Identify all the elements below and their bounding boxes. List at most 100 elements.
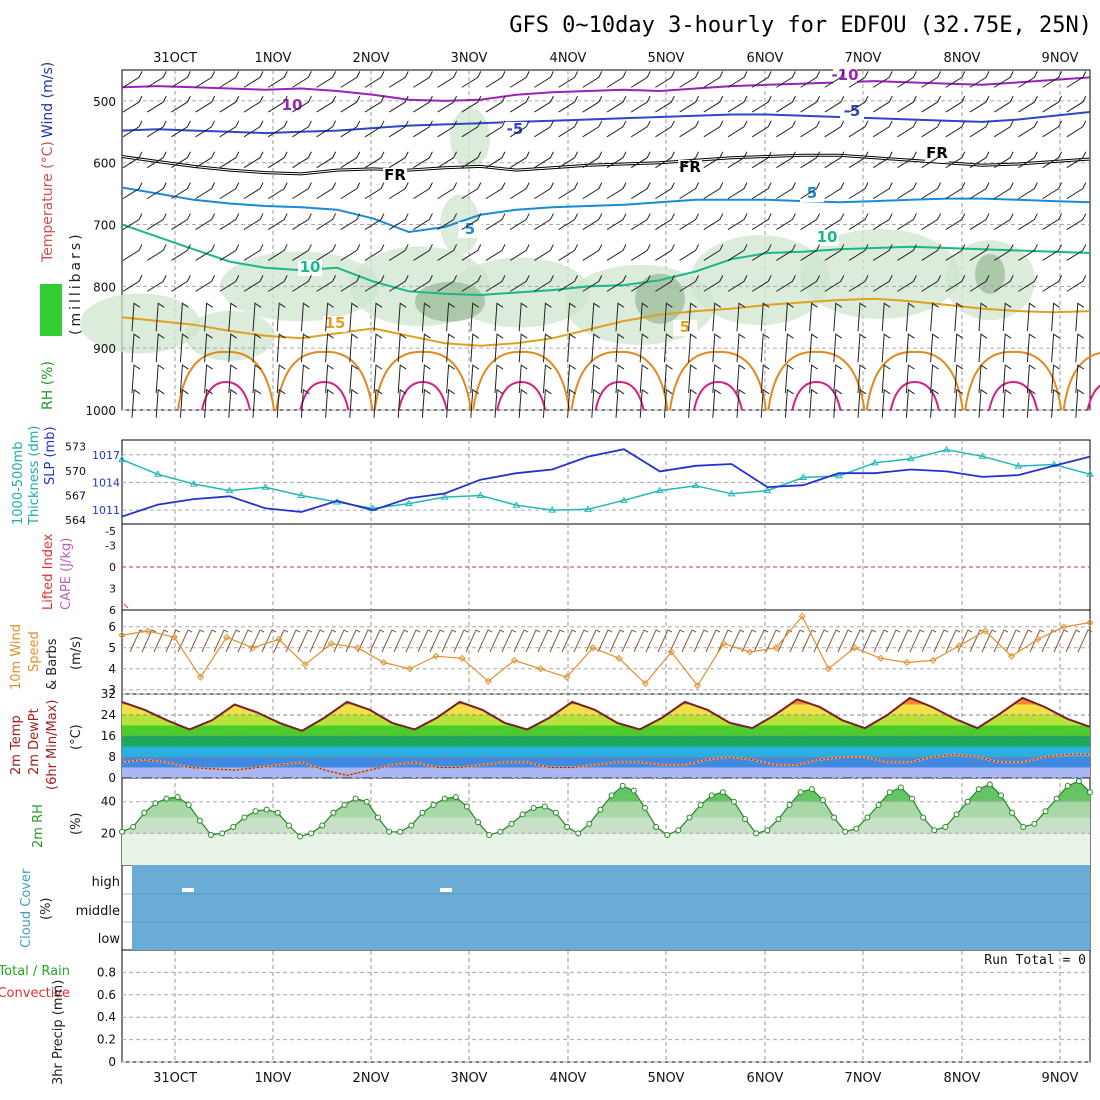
thickness-point	[942, 445, 951, 453]
wind-barb	[243, 120, 264, 138]
wind-speed-point	[458, 654, 466, 662]
ylabel-lifted-index: Lifted Index	[41, 533, 56, 610]
wind-barb	[1018, 244, 1038, 261]
wind-speed-point	[589, 644, 597, 652]
surface-wind-barb	[645, 629, 661, 653]
wind-barb	[219, 95, 240, 113]
wind-barb	[171, 275, 191, 292]
wind-barb	[809, 364, 818, 394]
thickness-point	[835, 471, 843, 479]
wind-barb	[364, 213, 385, 230]
wind-barb	[267, 71, 288, 88]
wind-barb	[921, 244, 942, 261]
wind-barb	[824, 275, 845, 292]
wind-barb	[413, 182, 433, 200]
rh-point	[786, 801, 793, 808]
wind-barb	[558, 95, 579, 113]
li-tick-label: 3	[109, 583, 116, 596]
contour-label-bg	[815, 230, 839, 246]
wind-barb	[800, 71, 821, 88]
wind-barb	[1075, 388, 1085, 418]
rh-point	[942, 824, 949, 831]
diurnal-isotherm-loop	[472, 350, 571, 411]
slp-tick-label: 1014	[92, 476, 120, 489]
surface-wind-barb	[537, 629, 553, 653]
rh-point	[564, 824, 571, 831]
wind-barb	[567, 333, 576, 363]
thickness-point	[476, 491, 485, 498]
wind-barb	[509, 182, 530, 200]
wind-barb	[219, 213, 240, 230]
wind-barb	[470, 388, 480, 418]
wind-barb	[606, 213, 627, 230]
wind-barb	[784, 302, 794, 332]
wind-speed-point	[118, 631, 126, 639]
ylabel-thickness-2: Thickness (dm)	[27, 426, 42, 526]
wind-barb	[800, 275, 821, 292]
wind-barb	[630, 275, 651, 292]
wind-barb	[292, 275, 312, 292]
wind-barb	[397, 388, 407, 418]
wind-barb	[954, 364, 964, 394]
wind-barb	[292, 213, 312, 230]
contour-label-bg	[925, 146, 949, 162]
wind-barb	[413, 244, 433, 261]
diurnal-isotherm-loop-warm	[889, 380, 940, 411]
wind-barb	[292, 120, 312, 138]
wind-barb	[292, 151, 312, 169]
wind-barb	[630, 244, 651, 261]
wind-barb	[388, 244, 409, 261]
wind-barb	[930, 388, 939, 418]
wind-barb	[388, 182, 409, 200]
surface-wind-barb	[669, 629, 685, 653]
surface-wind-barb	[441, 629, 457, 653]
rh-point	[764, 827, 771, 834]
thickness-point	[189, 480, 198, 487]
rh-point	[441, 795, 448, 802]
thickness-tick-label: 570	[65, 465, 86, 478]
wind-barb	[1002, 302, 1012, 332]
wind-barb	[1026, 333, 1036, 363]
surface-wind-barb	[237, 629, 253, 653]
rh-point	[230, 824, 237, 831]
wind-barb	[228, 388, 238, 418]
thickness-point	[1086, 470, 1094, 477]
surface-wind-barb	[489, 629, 505, 653]
rh-point	[208, 831, 215, 838]
rh-point	[575, 830, 582, 837]
wind-barb	[146, 244, 167, 261]
wind-barb	[1018, 275, 1038, 292]
wind-barb	[388, 120, 409, 138]
wind-barb	[954, 333, 964, 363]
rh-point	[185, 801, 192, 808]
wind-barb	[542, 302, 552, 332]
wind-barb	[1026, 302, 1036, 332]
wind-barb	[969, 213, 990, 230]
day-label-bottom: 2NOV	[353, 1071, 390, 1086]
diurnal-isotherm-loop	[177, 350, 275, 411]
wind-barb	[534, 71, 554, 88]
wind-barb	[978, 388, 988, 418]
wind-barb	[171, 182, 191, 200]
precip-tick-label: 0	[108, 1055, 116, 1069]
wind-barb	[824, 71, 845, 88]
surface-wind-barb	[921, 629, 937, 653]
wind-barb	[1018, 95, 1038, 113]
wind-barb	[751, 151, 772, 169]
wind-speed-point	[353, 644, 361, 652]
wind-barb	[679, 120, 700, 138]
rh-point	[1064, 782, 1071, 789]
wind-barb	[316, 120, 337, 138]
day-label-top: 7NOV	[845, 51, 882, 66]
surface-wind-barb	[585, 629, 601, 653]
wind-barb	[204, 388, 213, 418]
wind-barb	[897, 95, 917, 113]
wind-barb	[1066, 275, 1087, 292]
surface-wind-barb	[753, 629, 769, 653]
wind-barb	[195, 244, 216, 261]
pressure-tick-label: 800	[93, 280, 116, 294]
wind-barb	[267, 95, 288, 113]
surface-wind-barb	[381, 629, 397, 653]
wind-barb	[921, 120, 942, 138]
wind-barb	[364, 244, 385, 261]
